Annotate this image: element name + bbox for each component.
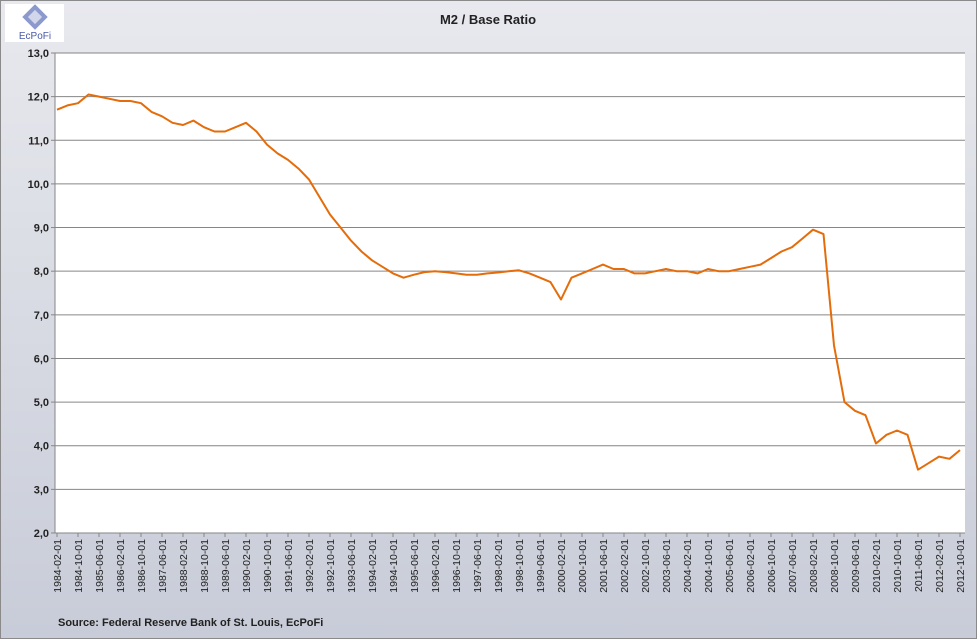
x-tick-label: 1988-10-01	[199, 539, 211, 593]
x-tick-label: 2007-06-01	[787, 539, 799, 593]
x-tick-label: 1998-10-01	[514, 539, 526, 593]
x-tick-label: 1987-06-01	[157, 539, 169, 593]
y-tick-label: 12,0	[28, 92, 49, 104]
x-tick-label: 1993-06-01	[346, 539, 358, 593]
x-tick-label: 1994-02-01	[367, 539, 379, 593]
y-tick-label: 8,0	[34, 266, 49, 278]
x-tick-label: 2001-06-01	[598, 539, 610, 593]
x-tick-label: 1999-06-01	[535, 539, 547, 593]
logo-icon	[22, 4, 48, 30]
source-note: Source: Federal Reserve Bank of St. Loui…	[58, 617, 323, 629]
x-tick-label: 2009-06-01	[850, 539, 862, 593]
x-tick-label: 1992-10-01	[325, 539, 337, 593]
x-tick-label: 2008-02-01	[808, 539, 820, 593]
y-tick-label: 6,0	[34, 353, 49, 365]
x-tick-label: 2006-10-01	[766, 539, 778, 593]
x-tick-label: 1992-02-01	[304, 539, 316, 593]
x-tick-label: 2011-06-01	[913, 539, 925, 592]
x-tick-label: 2006-02-01	[745, 539, 757, 593]
y-tick-label: 5,0	[34, 397, 49, 409]
x-tick-label: 1998-02-01	[493, 539, 505, 593]
x-tick-label: 1990-02-01	[241, 539, 253, 593]
plot-area	[55, 53, 965, 533]
data-line	[56, 93, 961, 471]
x-tick-label: 2010-10-01	[892, 539, 904, 593]
y-tick-label: 4,0	[34, 441, 49, 453]
x-tick-label: 2004-10-01	[703, 539, 715, 593]
x-tick-label: 1986-10-01	[136, 539, 148, 593]
x-tick-label: 2003-06-01	[661, 539, 673, 593]
y-tick-label: 13,0	[28, 48, 49, 60]
chart-title: M2 / Base Ratio	[440, 12, 536, 27]
x-tick-label: 2000-10-01	[577, 539, 589, 593]
x-tick-label: 1996-02-01	[430, 539, 442, 593]
x-tick-label: 1997-06-01	[472, 539, 484, 593]
x-tick-label: 2004-02-01	[682, 539, 694, 593]
x-tick-label: 2005-06-01	[724, 539, 736, 593]
x-tick-label: 1989-06-01	[220, 539, 232, 593]
x-tick-label: 1994-10-01	[388, 539, 400, 593]
x-tick-label: 2002-10-01	[640, 539, 652, 593]
x-tick-label: 2002-02-01	[619, 539, 631, 593]
x-tick-label: 2008-10-01	[829, 539, 841, 593]
y-tick-label: 2,0	[34, 528, 49, 540]
x-tick-label: 2010-02-01	[871, 539, 883, 593]
y-tick-label: 10,0	[28, 179, 49, 191]
x-tick-label: 1985-06-01	[94, 539, 106, 593]
logo-text: EcPoFi	[19, 31, 51, 42]
y-tick-label: 3,0	[34, 484, 49, 496]
x-tick-label: 2012-02-01	[934, 539, 946, 593]
y-tick-label: 11,0	[28, 135, 49, 147]
x-tick-label: 1986-02-01	[115, 539, 127, 593]
x-tick-label: 1984-02-01	[52, 539, 64, 593]
x-tick-label: 2000-02-01	[556, 539, 568, 593]
x-tick-label: 1990-10-01	[262, 539, 274, 593]
x-tick-label: 1996-10-01	[451, 539, 463, 593]
x-tick-label: 1988-02-01	[178, 539, 190, 593]
y-tick-label: 7,0	[34, 310, 49, 322]
x-tick-label: 2012-10-01	[955, 539, 967, 593]
y-tick-label: 9,0	[34, 223, 49, 235]
x-tick-label: 1995-06-01	[409, 539, 421, 593]
x-tick-label: 1984-10-01	[73, 539, 85, 593]
x-tick-label: 1991-06-01	[283, 539, 295, 593]
